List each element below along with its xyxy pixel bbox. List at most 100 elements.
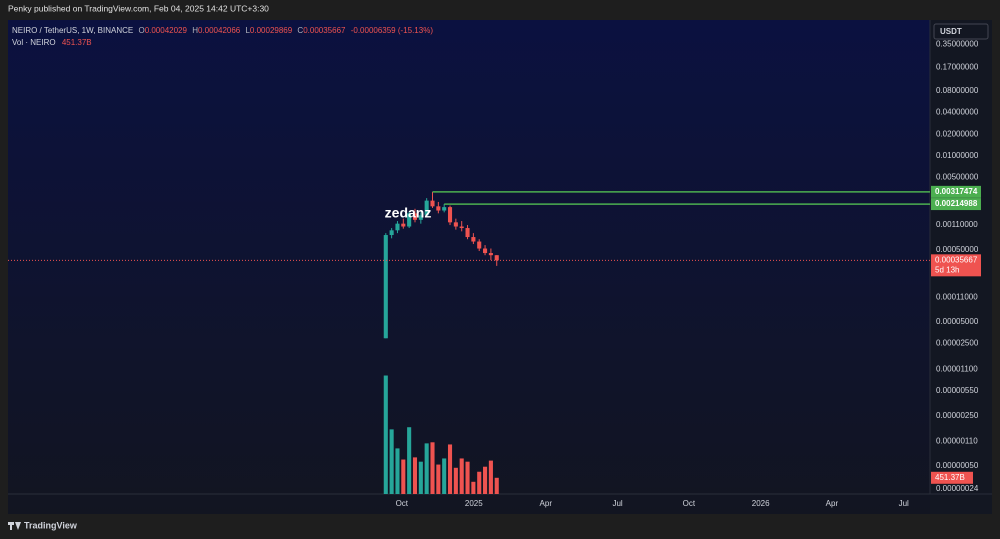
ohlc-value: 0.00035667	[303, 26, 346, 35]
x-tick-label: Jul	[899, 499, 909, 508]
x-tick-label: Oct	[396, 499, 409, 508]
footer-brand: TradingView	[24, 520, 78, 530]
ohlc-key: L	[245, 26, 250, 35]
currency-button[interactable]	[933, 23, 989, 40]
x-tick-label: Apr	[540, 499, 553, 508]
ohlc-key: C	[297, 26, 303, 35]
currency-label[interactable]: USDT	[940, 27, 962, 36]
logo-icon	[8, 522, 21, 530]
chart-pane	[8, 20, 992, 514]
candle-body	[477, 241, 482, 249]
volume-bar	[389, 429, 394, 494]
ohlc-key: H	[192, 26, 198, 35]
footer-bar	[0, 514, 1000, 539]
last-price-label: 0.00035667	[935, 255, 978, 264]
price-tag-label: 0.00317474	[935, 187, 978, 196]
y-tick-label: 0.04000000	[936, 108, 979, 117]
candle-body	[424, 200, 429, 216]
candle-body	[483, 248, 488, 254]
candle-body	[418, 215, 423, 220]
y-tick-label: 0.00500000	[936, 173, 979, 182]
volume-bar	[412, 457, 418, 494]
y-tick-label: 0.01000000	[936, 151, 979, 160]
candle-body	[494, 255, 499, 261]
candle-body	[471, 237, 476, 242]
candle-body	[389, 230, 394, 236]
ohlc-key: O	[138, 26, 144, 35]
volume-bar	[483, 466, 488, 494]
candle-body	[447, 207, 453, 223]
volume-bar	[494, 477, 499, 494]
ohlc-value: 0.00029869	[250, 26, 293, 35]
volume-bar	[453, 467, 458, 494]
volume-bar	[488, 460, 493, 494]
candle-body	[407, 213, 412, 227]
candle-body	[412, 213, 418, 220]
volume-bar	[459, 458, 464, 494]
x-tick-label: Oct	[683, 499, 696, 508]
y-tick-label: 0.00000550	[936, 386, 979, 395]
volume-legend: Vol · NEIRO 451.37B	[12, 38, 92, 47]
y-tick-label: 0.00002500	[936, 339, 979, 348]
symbol: NEIRO / TetherUS, 1W, BINANCE	[12, 26, 133, 35]
candle-body	[383, 235, 388, 339]
volume-bar	[471, 481, 476, 494]
plot-area: zedanz	[8, 191, 930, 494]
y-tick-label: 0.08000000	[936, 86, 979, 95]
volume-bar	[442, 458, 447, 494]
candle-body	[488, 253, 493, 256]
y-tick-label: 0.00000024	[936, 484, 979, 493]
legend-line: NEIRO / TetherUS, 1W, BINANCE O0.0004202…	[12, 26, 433, 35]
candle-body	[442, 207, 447, 211]
price-tag	[931, 198, 981, 211]
axis-layer: 0.35000000 0.17000000 0.08000000 0.04000000…	[396, 40, 981, 508]
y-tick-label: 0.00001100	[936, 364, 978, 373]
volume-tag-label: 451.37B	[935, 473, 965, 482]
x-tick-label: Jul	[612, 499, 622, 508]
volume-bar	[430, 442, 435, 494]
y-tick-label: 0.35000000	[936, 40, 979, 49]
volume-bar	[477, 471, 482, 494]
y-tick-label: 0.00050000	[936, 245, 979, 254]
x-tick-label: 2025	[465, 499, 483, 508]
countdown-label: 5d 13h	[935, 265, 959, 274]
candle-body	[459, 226, 464, 229]
y-tick-label: 0.00000250	[936, 411, 979, 420]
volume-key: Vol · NEIRO	[12, 38, 56, 47]
y-tick-label: 0.02000000	[936, 129, 979, 138]
volume-value: 451.37B	[62, 38, 92, 47]
volume-bar	[383, 375, 388, 494]
price-tag-label: 0.00214988	[935, 199, 978, 208]
volume-bar	[436, 464, 441, 494]
candle-body	[430, 200, 435, 207]
y-tick-label: 0.00110000	[936, 220, 978, 229]
watermark: zedanz	[385, 205, 432, 221]
x-tick-label: 2026	[752, 499, 770, 508]
volume-tag	[931, 471, 973, 484]
candle-body	[465, 228, 470, 238]
volume-bar	[407, 427, 412, 494]
ohlc-value: 0.00042029	[145, 26, 188, 35]
change: -0.00006359 (-15.13%)	[351, 26, 434, 35]
volume-bar	[395, 448, 400, 494]
candle-body	[401, 223, 406, 227]
volume-bar	[447, 444, 453, 494]
ohlc-value: 0.00042066	[198, 26, 241, 35]
volume-bar	[401, 459, 406, 494]
candle-body	[395, 223, 400, 231]
volume-bar	[465, 461, 470, 494]
y-tick-label: 0.00000050	[936, 461, 979, 470]
price-tag	[931, 185, 981, 198]
y-tick-label: 0.00000110	[936, 436, 978, 445]
y-tick-label: 0.17000000	[936, 62, 979, 71]
x-tick-label: Apr	[826, 499, 839, 508]
candle-body	[453, 222, 458, 227]
last-price-tag	[931, 254, 981, 277]
y-tick-label: 0.00011000	[936, 292, 978, 301]
volume-bar	[424, 443, 429, 494]
y-tick-label: 0.00005000	[936, 317, 979, 326]
publisher-line: Penky published on TradingView.com, Feb …	[8, 3, 269, 13]
candle-body	[436, 206, 441, 211]
volume-bar	[418, 461, 423, 494]
